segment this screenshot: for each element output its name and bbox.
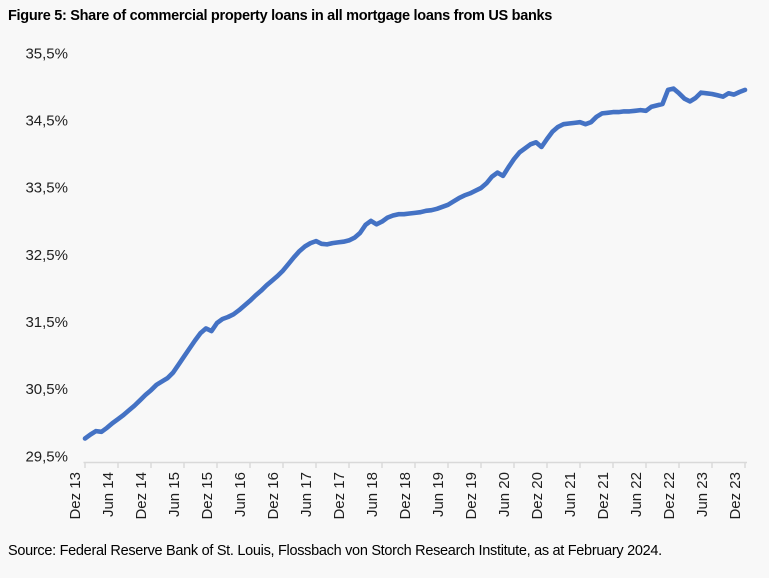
x-axis-tick-label: Dez 20	[529, 472, 546, 520]
y-axis-tick-label: 31,5%	[25, 314, 68, 331]
x-axis-tick-label: Jun 20	[496, 472, 513, 517]
x-axis-tick-label: Jun 21	[562, 472, 579, 517]
data-line-series	[82, 86, 748, 441]
x-axis-tick-label: Jun 18	[364, 472, 381, 517]
x-axis-tick-label: Dez 14	[133, 472, 150, 520]
x-axis-tick-label: Dez 17	[331, 472, 348, 520]
x-axis-tick-label: Jun 14	[100, 472, 117, 517]
y-axis-tick-label: 35,5%	[25, 45, 68, 62]
x-axis-tick-label: Dez 22	[661, 472, 678, 520]
x-axis-tick-label: Jun 22	[628, 472, 645, 517]
x-axis-tick-label: Jun 15	[166, 472, 183, 517]
x-axis-tick-label: Dez 15	[199, 472, 216, 520]
x-axis-tick-label: Dez 13	[67, 472, 84, 520]
y-axis-tick-label: 34,5%	[25, 112, 68, 129]
y-axis-tick-label: 33,5%	[25, 180, 68, 197]
x-axis-tick-label: Dez 21	[595, 472, 612, 520]
y-axis-tick-label: 29,5%	[25, 448, 68, 465]
y-axis-tick-label: 32,5%	[25, 247, 68, 264]
figure-title: Figure 5: Share of commercial property l…	[8, 8, 553, 24]
x-axis-tick-label: Dez 23	[727, 472, 744, 520]
x-axis-tick-label: Jun 19	[430, 472, 447, 517]
x-axis-tick-label: Dez 16	[265, 472, 282, 520]
x-axis-tick-label: Jun 16	[232, 472, 249, 517]
y-axis-tick-label: 30,5%	[25, 381, 68, 398]
x-axis-tick-label: Dez 18	[397, 472, 414, 520]
x-axis-tick-label: Dez 19	[463, 472, 480, 520]
x-axis-tick-label: Jun 23	[694, 472, 711, 517]
source-note: Source: Federal Reserve Bank of St. Loui…	[8, 543, 662, 559]
x-axis-tick-label: Jun 17	[298, 472, 315, 517]
